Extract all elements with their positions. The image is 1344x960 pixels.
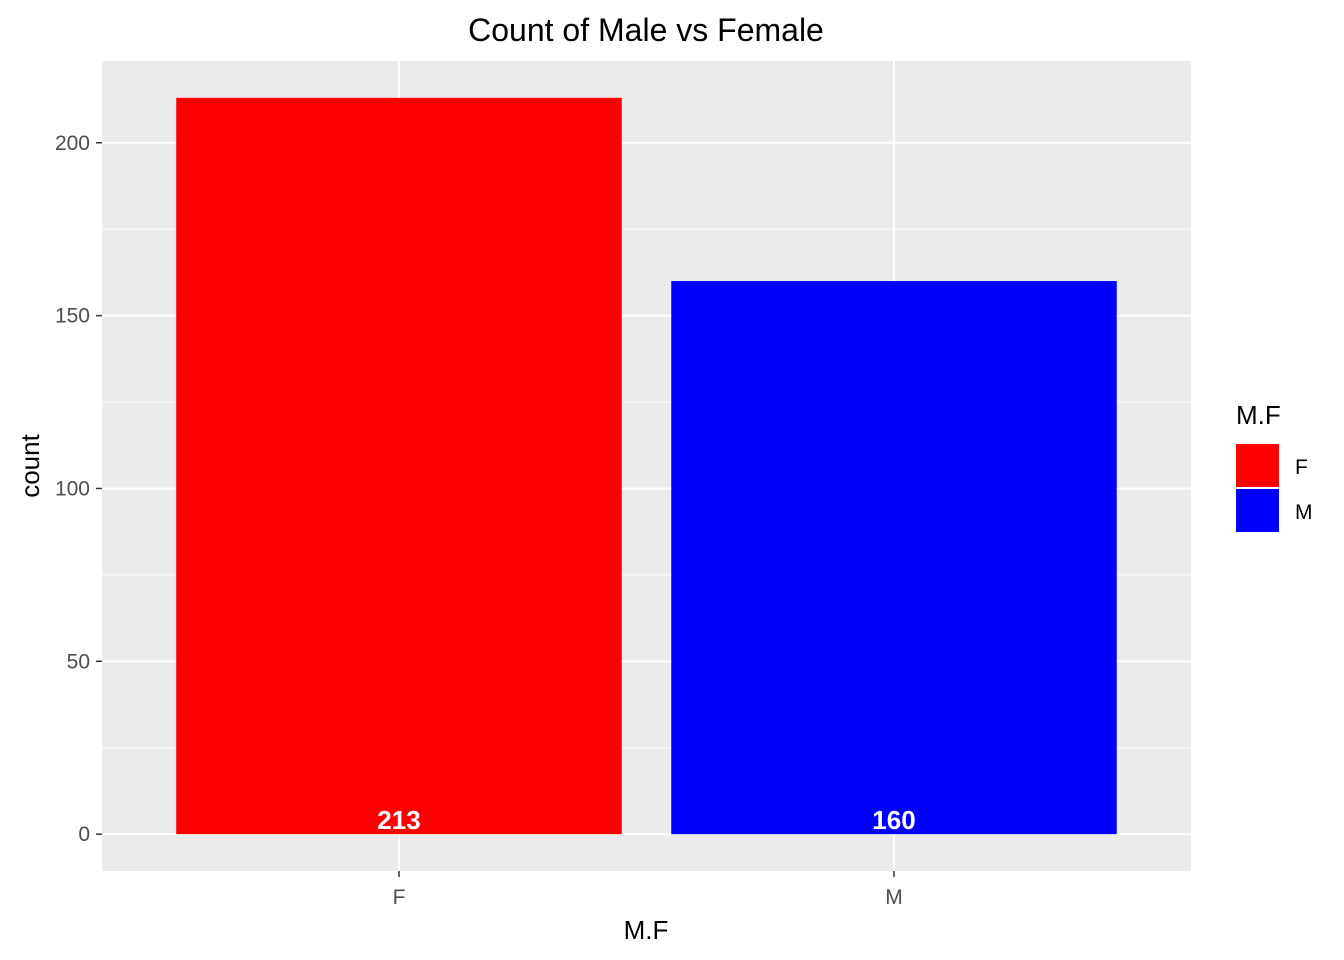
bar-m <box>671 281 1117 835</box>
data-label-f: 213 <box>377 805 420 835</box>
legend: M.F FM <box>1236 400 1313 532</box>
x-tick-label: M <box>885 886 903 909</box>
bar-f <box>176 97 622 835</box>
y-axis-title: count <box>15 433 45 497</box>
y-tick-label: 0 <box>78 823 90 846</box>
legend-key-f <box>1236 444 1279 487</box>
chart-title: Count of Male vs Female <box>468 12 824 48</box>
x-tick-label: F <box>393 886 406 909</box>
y-tick-label: 150 <box>55 305 90 328</box>
legend-label-f: F <box>1295 456 1308 479</box>
legend-label-m: M <box>1295 501 1313 524</box>
bars <box>176 97 1117 835</box>
legend-key-m <box>1236 489 1279 532</box>
y-tick-label: 50 <box>67 650 90 673</box>
x-axis-title: M.F <box>624 915 669 945</box>
legend-title: M.F <box>1236 400 1281 430</box>
y-axis: 0 50 100 150 200 <box>55 132 102 846</box>
y-tick-label: 200 <box>55 132 90 155</box>
bar-labels: 213 160 <box>377 805 915 835</box>
y-tick-label: 100 <box>55 477 90 500</box>
data-label-m: 160 <box>872 805 915 835</box>
